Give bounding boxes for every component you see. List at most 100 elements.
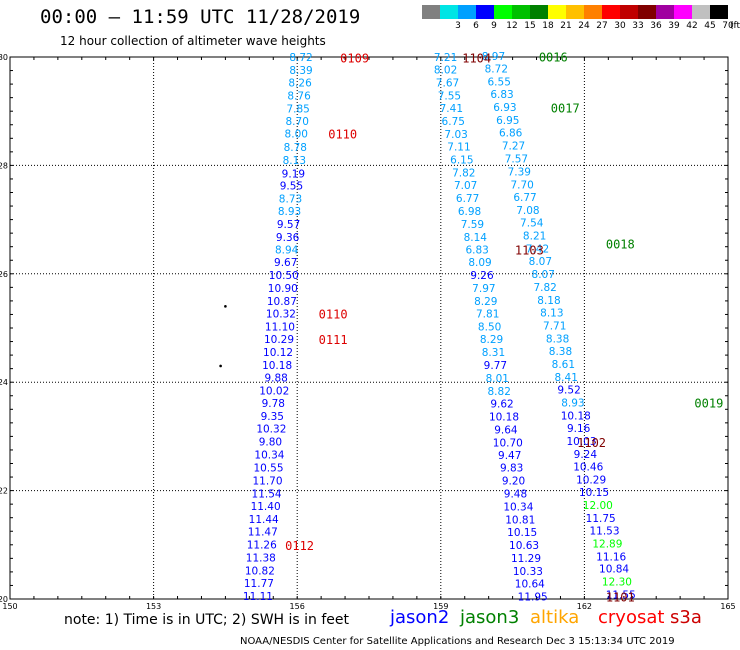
wave-height-label: 8.38 [549, 346, 572, 358]
colorbar-label: 6 [473, 21, 479, 31]
colorbar-swatch [584, 5, 602, 19]
wave-height-label: 12.30 [602, 577, 632, 589]
colorbar-swatch [512, 5, 530, 19]
wave-height-label: 7.70 [510, 179, 533, 191]
wave-height-label: 8.21 [523, 230, 546, 242]
wave-height-label: 12.00 [583, 500, 613, 512]
wave-height-label: 8.78 [284, 142, 307, 154]
wave-height-label: 11.40 [251, 501, 281, 513]
wave-height-label: 7.81 [476, 308, 499, 320]
colorbar-label: 42 [686, 21, 698, 31]
satellite-jason3: jason3 [460, 607, 520, 628]
colorbar-swatch [422, 5, 440, 19]
wave-height-label: 11.26 [247, 539, 277, 551]
wave-height-label: 8.82 [488, 386, 511, 398]
wave-height-label: 8.39 [289, 65, 312, 77]
footer-credit: NOAA/NESDIS Center for Satellite Applica… [240, 636, 675, 647]
x-tick-label: 165 [720, 602, 735, 611]
wave-height-label: 8.29 [480, 334, 503, 346]
data-point [224, 305, 227, 308]
colorbar-swatch [692, 5, 710, 19]
wave-height-label: 10.84 [599, 564, 629, 576]
wave-height-label: 6.83 [490, 89, 513, 101]
wave-height-label: 8.13 [540, 307, 563, 319]
wave-height-label: 9.57 [277, 219, 300, 231]
wave-height-label: 9.78 [262, 398, 285, 410]
x-tick-label: 153 [146, 602, 161, 611]
wave-height-label: 9.19 [282, 169, 305, 181]
colorbar-swatch [638, 5, 656, 19]
wave-height-label: 9.16 [567, 423, 591, 435]
colorbar-label: 70 [722, 21, 734, 31]
time-annotation: 0112 [285, 539, 314, 553]
wave-height-label: 8.50 [478, 321, 501, 333]
wave-height-label: 10.18 [489, 411, 519, 423]
satellite-jason2: jason2 [390, 607, 450, 628]
colorbar-swatch [458, 5, 476, 19]
wave-height-label: 8.38 [546, 333, 569, 345]
wave-height-label: 10.87 [267, 296, 297, 308]
time-annotation: 1103 [515, 243, 544, 257]
wave-height-label: 7.57 [505, 153, 528, 165]
colorbar-swatch [566, 5, 584, 19]
footer-note: note: 1) Time is in UTC; 2) SWH is in fe… [64, 612, 350, 628]
wave-height-label: 8.09 [468, 257, 491, 269]
wave-height-label: 7.85 [286, 104, 309, 116]
y-tick-label: 28 [0, 161, 8, 170]
wave-height-label: 8.26 [288, 78, 312, 90]
colorbar-swatch [602, 5, 620, 19]
wave-height-label: 8.70 [286, 116, 309, 128]
wave-height-label: 7.67 [436, 78, 459, 90]
wave-height-label: 6.95 [496, 115, 519, 127]
colorbar-swatch [440, 5, 458, 19]
wave-height-label: 11.38 [246, 552, 276, 564]
x-tick-label: 162 [577, 602, 592, 611]
wave-height-label: 6.83 [465, 244, 488, 256]
wave-height-label: 9.35 [261, 411, 284, 423]
colorbar-label: 18 [542, 21, 554, 31]
colorbar-label: 39 [668, 21, 680, 31]
wave-height-label: 9.52 [557, 384, 580, 396]
time-annotation: 0019 [694, 396, 723, 410]
wave-height-label: 9.83 [500, 462, 523, 474]
wave-height-label: 11.77 [244, 578, 274, 590]
wave-height-label: 8.41 [555, 372, 578, 384]
wave-height-label: 7.82 [452, 168, 475, 180]
wave-height-label: 8.13 [283, 155, 306, 167]
wave-height-label: 8.29 [474, 296, 497, 308]
wave-height-label: 10.12 [263, 347, 293, 359]
wave-height-label: 7.03 [444, 129, 467, 141]
wave-height-label: 7.54 [520, 217, 544, 229]
colorbar-label: 27 [596, 21, 608, 31]
wave-height-label: 10.90 [268, 283, 298, 295]
wave-height-label: 11.29 [511, 553, 541, 565]
time-annotation: 1102 [577, 436, 606, 450]
satellite-altika: altika [530, 607, 580, 628]
y-tick-label: 22 [0, 487, 8, 496]
wave-height-label: 10.34 [254, 449, 284, 461]
wave-height-label: 10.81 [505, 514, 535, 526]
wave-height-label: 9.24 [574, 449, 598, 461]
wave-height-label: 7.21 [434, 52, 457, 64]
wave-height-label: 11.16 [596, 551, 626, 563]
wave-height-label: 10.64 [515, 578, 545, 590]
x-tick-label: 156 [290, 602, 305, 611]
colorbar-swatch [710, 5, 728, 19]
wave-height-label: 8.93 [278, 206, 301, 218]
wave-height-label: 11.10 [265, 321, 295, 333]
wave-height-label: 10.18 [262, 360, 292, 372]
time-annotation: 0111 [319, 333, 348, 347]
colorbar-swatch [674, 5, 692, 19]
time-annotation: 0017 [551, 101, 580, 115]
wave-height-label: 9.88 [264, 372, 287, 384]
data-point [219, 364, 222, 368]
wave-height-label: 10.70 [493, 437, 523, 449]
wave-height-label: 8.61 [552, 359, 575, 371]
wave-height-label: 7.08 [516, 205, 539, 217]
wave-height-label: 6.55 [488, 76, 511, 88]
wave-height-label: 7.07 [454, 180, 477, 192]
wave-height-label: 10.46 [573, 461, 603, 473]
colorbar-swatch [620, 5, 638, 19]
colorbar-swatch [476, 5, 494, 19]
wave-height-label: 6.15 [450, 155, 473, 167]
